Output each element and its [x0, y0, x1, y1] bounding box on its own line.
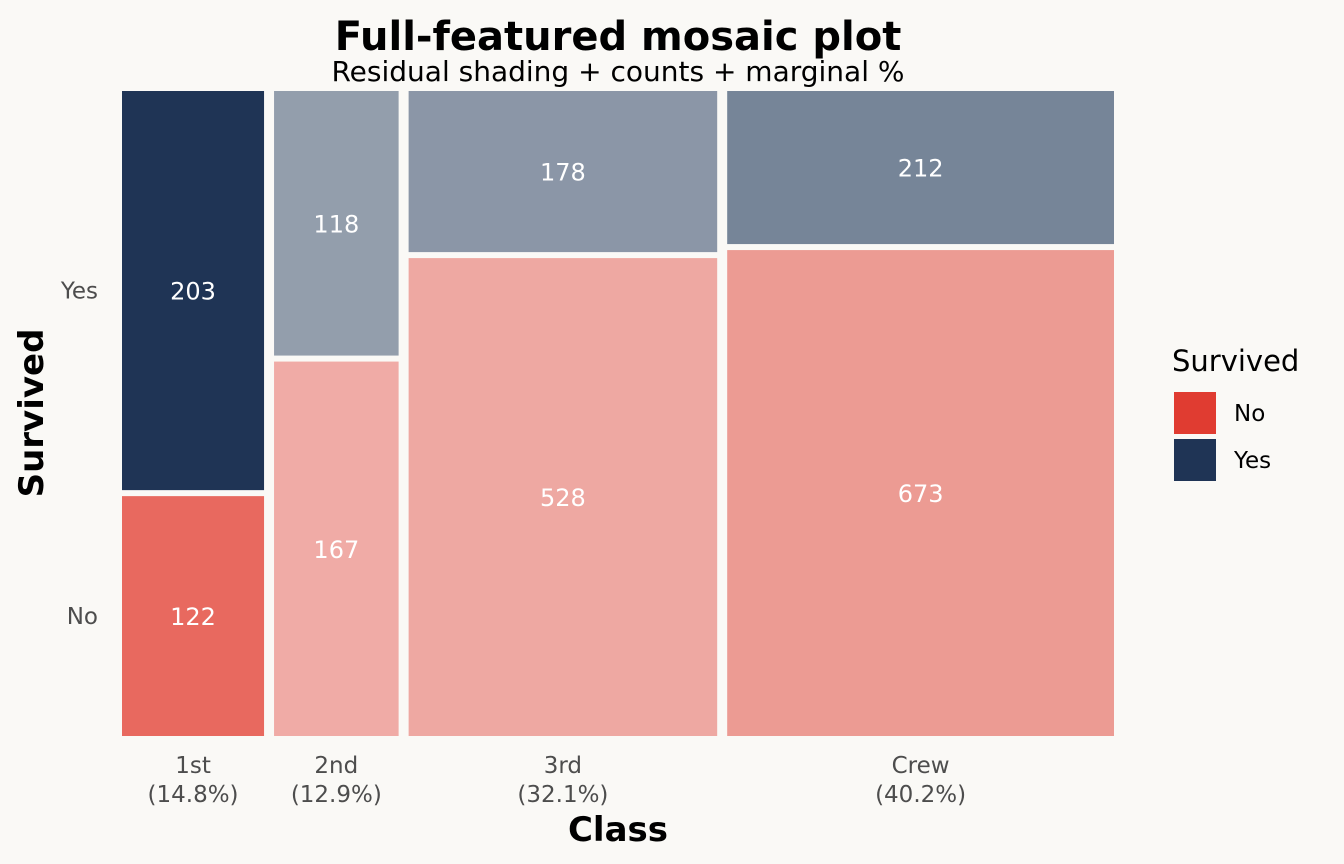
y-tick-labels: Yes No	[60, 279, 98, 631]
tile-3rd-no	[408, 258, 718, 736]
x-tick-label: 1st	[175, 753, 211, 779]
x-tick-marginal: (40.2%)	[875, 782, 966, 808]
legend-label: No	[1234, 401, 1265, 427]
tile-2nd-no	[274, 361, 399, 736]
count-label: 122	[170, 603, 216, 631]
x-axis-title: Class	[568, 810, 668, 850]
x-tick-label: 3rd	[544, 753, 582, 779]
legend-swatch-no	[1174, 392, 1216, 434]
y-tick-label: Yes	[60, 279, 98, 305]
mosaic-tiles: 203 122 118 167 178 528 212 673	[122, 91, 1114, 737]
x-tick-labels: 1st (14.8%) 2nd (12.9%) 3rd (32.1%) Crew (40.2%…	[148, 753, 967, 808]
count-label: 178	[540, 159, 586, 187]
tile-crew-yes	[727, 91, 1114, 245]
tile-3rd-yes	[408, 91, 718, 253]
chart-subtitle: Residual shading + counts + marginal %	[331, 55, 904, 88]
x-tick-marginal: (14.8%)	[148, 782, 239, 808]
chart-title: Full-featured mosaic plot	[335, 14, 902, 60]
tile-1st-no	[122, 496, 265, 736]
count-label: 118	[313, 210, 359, 238]
x-tick-marginal: (12.9%)	[291, 782, 382, 808]
legend-swatch-yes	[1174, 439, 1216, 481]
y-tick-label: No	[67, 604, 98, 630]
count-label: 203	[170, 278, 216, 306]
count-label: 673	[898, 480, 944, 508]
x-tick-label: 2nd	[314, 753, 358, 779]
tile-2nd-yes	[274, 91, 399, 356]
legend: Survived No Yes	[1172, 344, 1299, 481]
tile-1st-yes	[122, 91, 265, 491]
legend-label: Yes	[1233, 448, 1271, 474]
legend-title: Survived	[1172, 344, 1299, 378]
y-axis-title: Survived	[12, 329, 52, 498]
count-label: 167	[313, 536, 359, 564]
x-tick-marginal: (32.1%)	[517, 782, 608, 808]
count-label: 528	[540, 484, 586, 512]
count-label: 212	[898, 155, 944, 183]
tile-crew-no	[727, 250, 1114, 737]
x-tick-label: Crew	[892, 753, 950, 779]
